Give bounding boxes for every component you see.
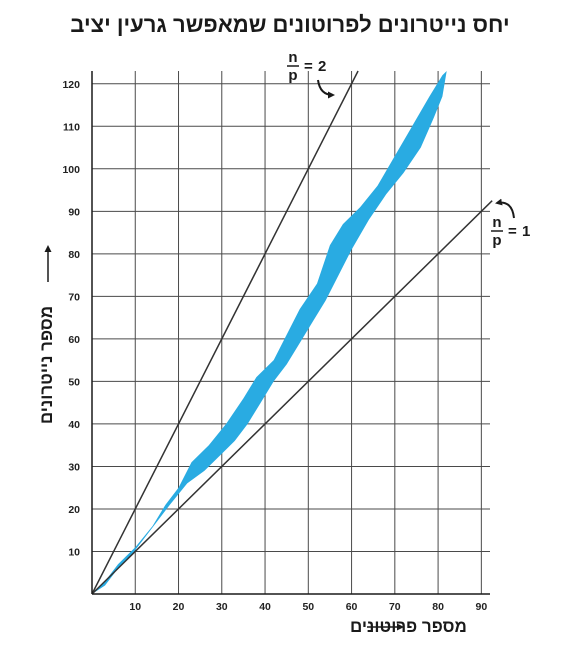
ratio-label-2-value: 2 [318,58,326,75]
x-tick-label: 70 [389,601,401,613]
y-tick-label: 10 [68,546,80,558]
ratio-line-1 [91,200,493,595]
ratio-label-1-value: 1 [522,223,530,240]
ratio-label-1-arrow [495,198,515,219]
x-tick-label: 50 [302,601,314,613]
tick-labels: 10 20 30 40 50 60 70 80 90 10 20 30 40 50 60 70 80 90 100 1… [62,79,487,613]
ratio-label-1: n p = 1 [491,198,530,249]
y-tick-label: 40 [68,419,80,431]
ratio-label-2: n p = 2 [287,49,335,99]
chart-title: יחס נייטרונים לפרוטונים שמאפשר גרעין יצי… [70,12,510,37]
y-tick-label: 80 [68,249,80,261]
ratio-line-2 [91,70,359,595]
y-tick-label: 110 [63,121,80,133]
x-tick-label: 30 [216,601,228,613]
y-tick-label: 70 [68,291,80,303]
x-tick-label: 20 [173,601,185,613]
y-tick-label: 20 [68,504,80,516]
ratio-label-1-numerator: n [492,214,501,231]
ratio-label-1-equals: = [508,223,517,240]
stability-band [92,71,447,594]
ratio-label-2-numerator: n [288,49,297,66]
x-tick-label: 60 [346,601,358,613]
y-axis-label: מספר נייטרונים [37,306,56,424]
x-tick-label: 90 [476,601,488,613]
y-tick-label: 30 [68,461,80,473]
ratio-label-2-arrow [317,79,335,99]
ratio-label-2-denominator: p [288,67,297,84]
x-tick-label: 10 [129,601,141,613]
x-axis-label: מספר פרוטונים [350,617,467,636]
axes [91,71,490,595]
y-tick-label: 50 [68,376,80,388]
y-tick-label: 90 [68,206,80,218]
ratio-label-1-denominator: p [492,232,501,249]
ratio-label-2-equals: = [304,58,313,75]
x-tick-label: 80 [432,601,444,613]
y-tick-label: 100 [62,164,80,176]
y-tick-label: 60 [68,334,80,346]
x-tick-label: 40 [259,601,271,613]
reference-lines [91,70,493,595]
y-tick-label: 120 [62,79,80,91]
